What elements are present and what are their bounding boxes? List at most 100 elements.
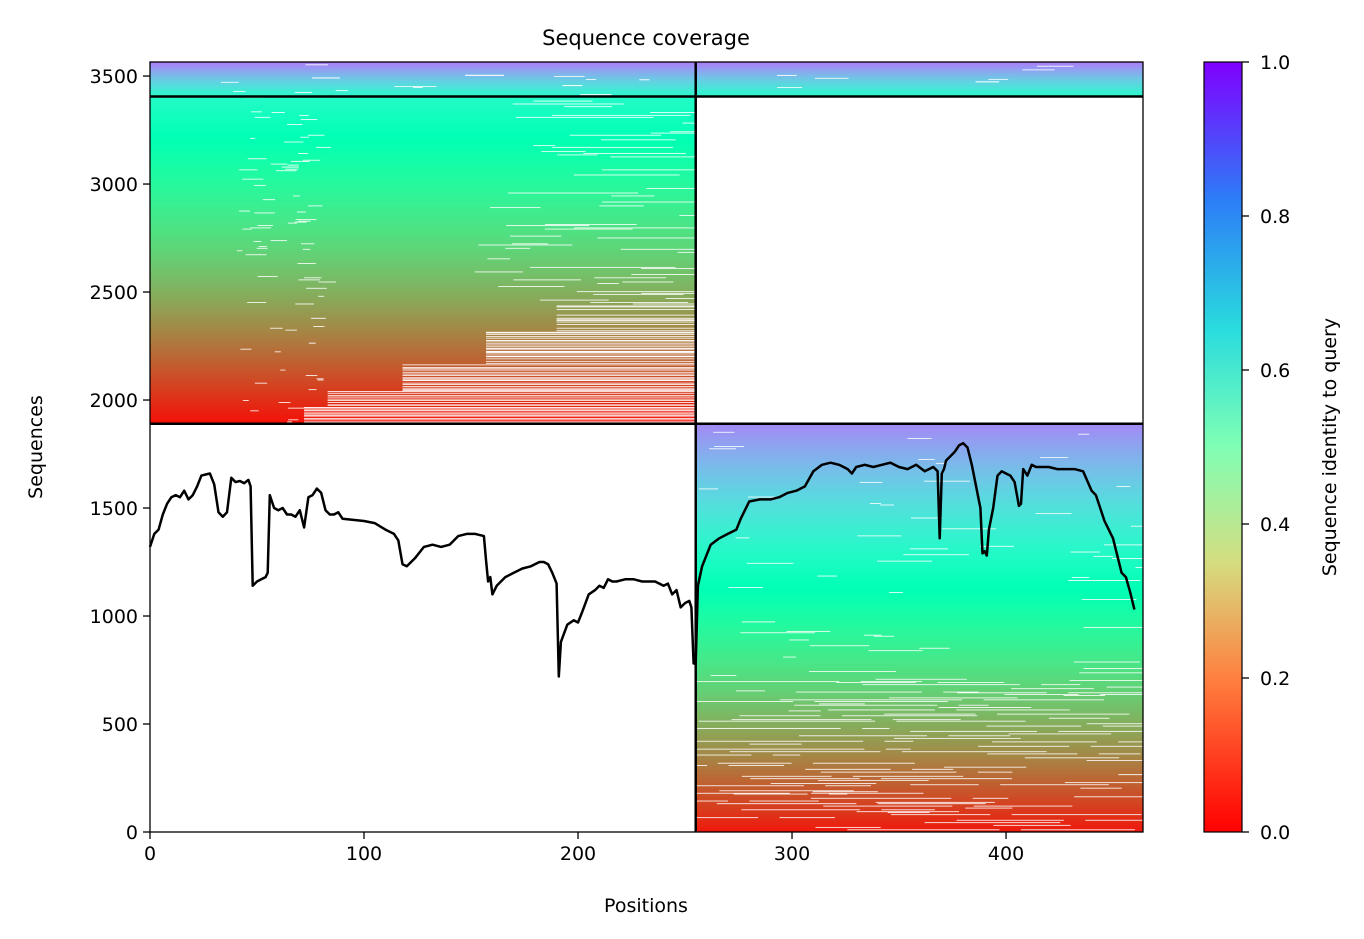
coverage-row	[150, 278, 696, 280]
coverage-gap	[639, 79, 650, 81]
coverage-row	[150, 381, 696, 383]
coverage-row	[695, 761, 1143, 763]
coverage-row	[695, 816, 1143, 818]
coverage-row	[695, 820, 1143, 822]
coverage-gap	[304, 417, 696, 419]
coverage-gap	[692, 681, 840, 683]
coverage-row	[695, 429, 1143, 431]
y-tick-label: 500	[102, 714, 138, 736]
coverage-gap	[1049, 717, 1110, 719]
coverage-gap	[910, 517, 942, 519]
coverage-row	[150, 345, 696, 347]
coverage-row	[695, 653, 1143, 655]
coverage-gap	[896, 720, 1026, 722]
coverage-gap	[942, 528, 996, 530]
coverage-row	[150, 78, 1143, 80]
coverage-gap	[1069, 680, 1143, 681]
coverage-row	[695, 596, 1143, 598]
colorbar-tick-label: 0.4	[1260, 514, 1290, 536]
coverage-row	[150, 241, 696, 243]
coverage-row	[150, 222, 696, 225]
coverage-row	[150, 381, 696, 383]
coverage-gap	[533, 145, 556, 147]
coverage-row	[695, 600, 1143, 602]
coverage-row	[695, 806, 1143, 808]
coverage-row	[150, 73, 1143, 75]
coverage-row	[695, 522, 1143, 524]
coverage-row	[695, 446, 1143, 448]
coverage-gap	[506, 225, 590, 227]
coverage-row	[695, 486, 1143, 488]
coverage-gap	[889, 592, 903, 593]
coverage-row	[150, 289, 696, 291]
coverage-row	[695, 495, 1143, 497]
coverage-row	[695, 730, 1143, 732]
coverage-row	[695, 736, 1143, 738]
coverage-row	[150, 100, 696, 102]
coverage-row	[695, 771, 1143, 773]
coverage-row	[695, 787, 1143, 790]
coverage-gap	[859, 481, 883, 483]
coverage-gap	[817, 575, 837, 577]
coverage-row	[150, 156, 696, 158]
coverage-row	[695, 480, 1143, 482]
coverage-row	[695, 554, 1143, 556]
coverage-row	[150, 213, 696, 215]
coverage-row	[150, 320, 696, 322]
coverage-row	[695, 808, 1143, 810]
coverage-row	[695, 435, 1143, 437]
coverage-gap	[1099, 694, 1143, 695]
coverage-row	[695, 689, 1143, 691]
coverage-row	[695, 702, 1143, 704]
coverage-row	[695, 688, 1143, 690]
coverage-row	[695, 671, 1143, 674]
coverage-row	[695, 607, 1143, 609]
coverage-row	[695, 664, 1143, 666]
coverage-gap	[728, 587, 763, 588]
coverage-row	[150, 206, 696, 208]
coverage-row	[150, 333, 696, 335]
coverage-row	[150, 289, 696, 291]
y-tick-label: 2500	[90, 282, 138, 304]
coverage-row	[695, 645, 1143, 647]
coverage-row	[150, 84, 1143, 87]
coverage-row	[695, 630, 1143, 632]
coverage-row	[695, 448, 1143, 450]
coverage-gap	[937, 682, 1005, 683]
coverage-row	[150, 418, 696, 420]
coverage-row	[695, 668, 1143, 670]
coverage-row	[150, 281, 696, 283]
coverage-row	[150, 300, 696, 302]
coverage-row	[695, 609, 1143, 611]
coverage-row	[695, 589, 1143, 591]
coverage-row	[695, 628, 1143, 630]
coverage-row	[150, 336, 696, 339]
coverage-gap	[993, 824, 1071, 826]
coverage-row	[150, 237, 696, 239]
coverage-row	[695, 541, 1143, 543]
coverage-row	[150, 201, 696, 203]
coverage-row	[150, 68, 1143, 70]
coverage-row	[150, 185, 696, 187]
coverage-row	[150, 275, 696, 277]
plot-frame	[149, 61, 1144, 833]
coverage-row	[150, 408, 696, 410]
coverage-row	[150, 62, 1143, 65]
coverage-row	[150, 325, 696, 327]
coverage-row	[695, 655, 1143, 657]
coverage-gap	[402, 373, 696, 375]
coverage-gap	[948, 735, 1011, 737]
coverage-row	[150, 210, 696, 212]
coverage-row	[695, 565, 1143, 567]
coverage-row	[150, 132, 696, 134]
coverage-row	[695, 445, 1143, 447]
coverage-row	[150, 406, 696, 408]
coverage-row	[695, 714, 1143, 716]
coverage-row	[695, 580, 1143, 582]
coverage-gap	[1130, 525, 1143, 527]
coverage-row	[150, 358, 696, 361]
coverage-row	[150, 243, 696, 245]
coverage-gap	[327, 392, 696, 394]
y-tick-label: 1000	[90, 606, 138, 628]
coverage-row	[695, 521, 1143, 523]
